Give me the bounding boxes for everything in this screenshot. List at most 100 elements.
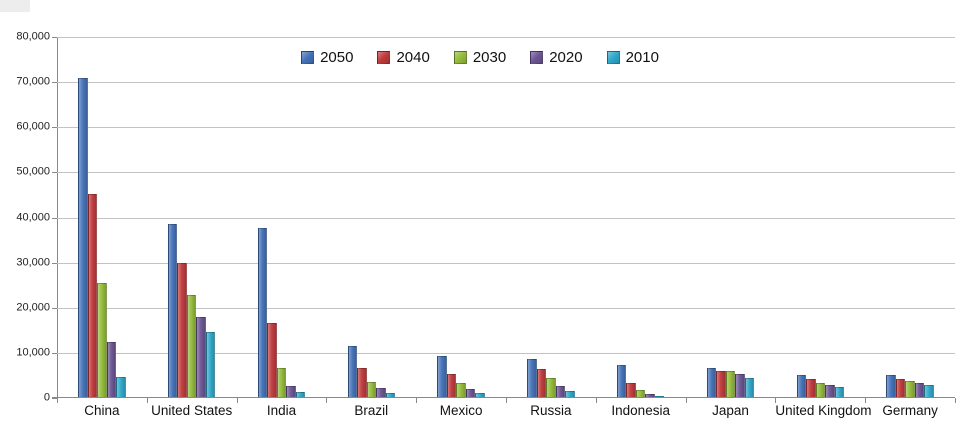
- x-axis-tick: [595, 398, 597, 403]
- legend-item-2020: 2020: [530, 49, 583, 66]
- bar-2030-japan: [725, 371, 736, 397]
- bar-2020-india: [286, 385, 296, 397]
- legend-swatch-icon: [530, 51, 544, 64]
- gridline: [57, 82, 955, 84]
- x-axis-tick: [236, 398, 238, 403]
- bar-2040-indonesia: [626, 383, 636, 397]
- bar-2020-germany: [914, 383, 925, 397]
- legend-label: 2030: [472, 49, 507, 66]
- bar-2020-united-states: [196, 317, 206, 397]
- bar-2020-japan: [735, 374, 745, 397]
- legend-swatch-icon: [606, 51, 620, 64]
- gridline: [57, 127, 955, 129]
- legend-swatch-icon: [301, 51, 315, 64]
- y-tick-label: 10,000: [16, 346, 50, 359]
- bar-2010-indonesia: [654, 395, 665, 397]
- corner-artifact: [0, 0, 30, 12]
- bar-2040-mexico: [446, 373, 457, 397]
- x-category-label: Japan: [712, 403, 749, 418]
- bar-2040-united-kingdom: [806, 378, 816, 397]
- bar-2040-japan: [716, 370, 726, 397]
- gridline: [57, 352, 955, 354]
- legend-swatch-icon: [377, 51, 391, 64]
- plot-area: [52, 37, 956, 403]
- gridline: [57, 172, 955, 174]
- x-axis-tick: [146, 398, 148, 403]
- x-category-label: Germany: [882, 403, 938, 418]
- y-axis-tick: [52, 262, 57, 264]
- bar-2010-brazil: [385, 392, 396, 397]
- bar-2020-mexico: [465, 388, 476, 397]
- legend-item-2010: 2010: [606, 49, 659, 66]
- y-axis-tick: [52, 352, 57, 354]
- chart-legend: 2050 2040 2030 2020 2010: [0, 49, 960, 66]
- x-axis-tick: [326, 398, 328, 403]
- y-tick-label: 80,000: [16, 30, 50, 43]
- gridline: [57, 307, 955, 309]
- x-axis-tick: [685, 398, 687, 403]
- bar-2030-russia: [546, 377, 556, 397]
- bar-2010-japan: [744, 377, 755, 397]
- legend-item-2050: 2050: [301, 49, 353, 66]
- bar-2050-germany: [886, 375, 896, 397]
- y-tick-label: 50,000: [16, 165, 50, 178]
- y-axis-tick: [52, 172, 57, 174]
- y-tick-label: 20,000: [16, 301, 50, 314]
- bar-2050-russia: [527, 359, 537, 397]
- bar-2030-united-states: [186, 295, 197, 397]
- bar-2010-mexico: [475, 392, 485, 397]
- bar-2010-germany: [924, 385, 934, 397]
- legend-item-2040: 2040: [377, 49, 430, 66]
- legend-label: 2020: [549, 49, 583, 66]
- x-axis-line: [52, 397, 955, 398]
- legend-label: 2040: [396, 49, 430, 66]
- bar-2010-united-kingdom: [834, 387, 845, 397]
- bar-2030-united-kingdom: [815, 383, 826, 397]
- bar-2010-china: [116, 376, 126, 397]
- gridline: [57, 217, 955, 219]
- y-tick-label: 0: [43, 391, 50, 404]
- x-axis-tick: [955, 398, 956, 403]
- bar-2050-india: [257, 228, 268, 397]
- bar-2030-india: [276, 368, 287, 397]
- legend-item-2030: 2030: [453, 49, 507, 66]
- x-category-label: Indonesia: [611, 403, 670, 418]
- x-category-label: Russia: [530, 403, 572, 418]
- y-axis-tick: [52, 398, 57, 399]
- x-axis-tick: [865, 398, 867, 403]
- x-axis-tick: [775, 398, 777, 403]
- bar-2050-indonesia: [616, 365, 627, 397]
- bar-2020-china: [106, 341, 117, 397]
- x-category-label: United States: [151, 403, 233, 418]
- y-tick-label: 60,000: [16, 120, 50, 133]
- bar-2050-japan: [706, 368, 717, 397]
- bar-2020-brazil: [376, 388, 386, 397]
- bar-2030-brazil: [366, 381, 377, 397]
- bar-2040-united-states: [177, 263, 187, 397]
- bar-2030-china: [97, 282, 107, 397]
- y-axis-tick: [52, 217, 57, 219]
- x-axis-tick: [416, 398, 418, 403]
- bar-2010-russia: [565, 391, 575, 397]
- bar-2040-brazil: [357, 367, 367, 397]
- bar-2020-russia: [555, 385, 566, 397]
- x-axis-tick: [506, 398, 507, 403]
- y-axis-tick: [52, 37, 57, 38]
- bar-2030-indonesia: [635, 390, 646, 397]
- bar-2040-germany: [895, 378, 906, 397]
- x-category-label: United Kingdom: [775, 403, 872, 418]
- bar-2020-united-kingdom: [825, 385, 835, 397]
- bar-2050-mexico: [437, 355, 447, 397]
- y-tick-label: 30,000: [16, 256, 50, 269]
- bar-2050-united-kingdom: [796, 374, 807, 397]
- bar-2050-brazil: [347, 346, 358, 397]
- y-axis-tick: [52, 82, 57, 84]
- bar-2040-china: [87, 193, 98, 397]
- bar-2050-china: [78, 77, 88, 397]
- legend-label: 2050: [320, 49, 354, 66]
- x-category-label: China: [84, 403, 120, 418]
- gridline: [57, 37, 955, 38]
- bar-2040-russia: [536, 368, 547, 397]
- bar-2010-india: [295, 391, 306, 397]
